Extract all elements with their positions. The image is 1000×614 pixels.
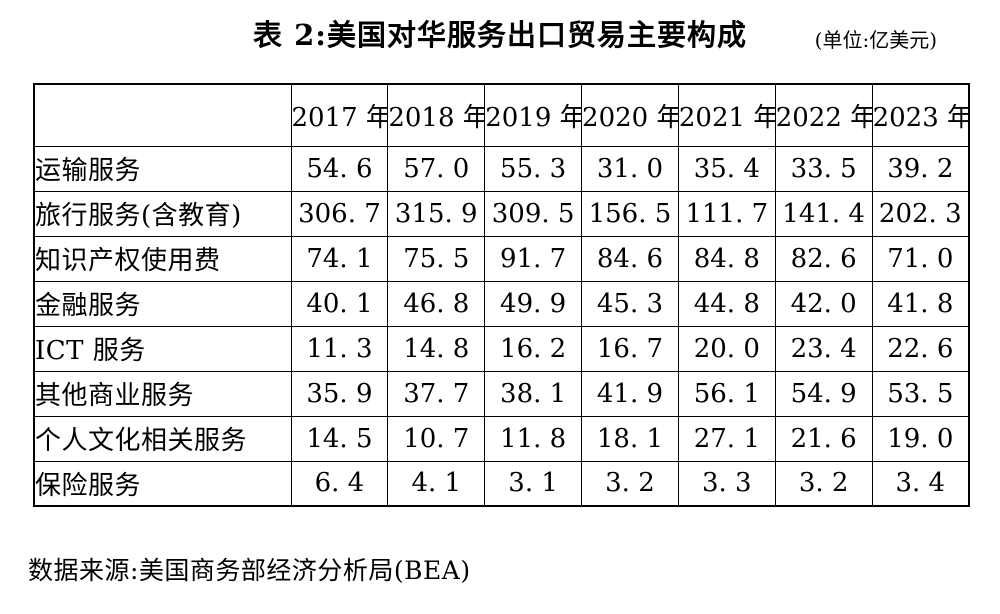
table-row: 运输服务 54. 6 57. 0 55. 3 31. 0 35. 4 33. 5 39. 2 xyxy=(33,145,970,192)
table-row: 金融服务 40. 1 46. 8 49. 9 45. 3 44. 8 42. 0 41. 8 xyxy=(33,280,970,327)
value-cell: 31. 0 xyxy=(581,145,679,192)
value-cell: 37. 7 xyxy=(387,370,486,417)
value-cell: 82. 6 xyxy=(774,235,873,282)
year-column-header: 2020 年 xyxy=(581,83,679,147)
row-label: 旅行服务(含教育) xyxy=(33,190,292,237)
value-cell: 84. 8 xyxy=(677,235,776,282)
row-label: 金融服务 xyxy=(33,280,292,327)
title-block: 表 2:美国对华服务出口贸易主要构成 (单位:亿美元) xyxy=(0,0,1000,83)
value-cell: 57. 0 xyxy=(387,145,486,192)
value-cell: 41. 9 xyxy=(581,370,679,417)
row-label: 保险服务 xyxy=(33,460,292,507)
value-cell: 16. 2 xyxy=(484,325,583,372)
value-cell: 14. 8 xyxy=(387,325,486,372)
value-cell: 54. 6 xyxy=(290,145,389,192)
page-title: 表 2:美国对华服务出口贸易主要构成 xyxy=(253,18,747,52)
row-label: ICT 服务 xyxy=(33,325,292,372)
value-cell: 75. 5 xyxy=(387,235,486,282)
row-label: 知识产权使用费 xyxy=(33,235,292,282)
value-cell: 3. 1 xyxy=(484,460,583,507)
value-cell: 11. 8 xyxy=(484,415,583,462)
value-cell: 3. 2 xyxy=(581,460,679,507)
value-cell: 18. 1 xyxy=(581,415,679,462)
value-cell: 309. 5 xyxy=(484,190,583,237)
value-cell: 315. 9 xyxy=(387,190,486,237)
table-row: ICT 服务 11. 3 14. 8 16. 2 16. 7 20. 0 23. 4 22. … xyxy=(33,325,970,372)
value-cell: 10. 7 xyxy=(387,415,486,462)
value-cell: 306. 7 xyxy=(290,190,389,237)
value-cell: 35. 4 xyxy=(677,145,776,192)
value-cell: 11. 3 xyxy=(290,325,389,372)
value-cell: 40. 1 xyxy=(290,280,389,327)
value-cell: 19. 0 xyxy=(871,415,970,462)
year-column-header: 2018 年 xyxy=(387,83,486,147)
value-cell: 38. 1 xyxy=(484,370,583,417)
value-cell: 3. 2 xyxy=(774,460,873,507)
value-cell: 6. 4 xyxy=(290,460,389,507)
table-container: 2017 年 2018 年 2019 年 2020 年 2021 年 2022 年 2023… xyxy=(33,83,970,507)
value-cell: 84. 6 xyxy=(581,235,679,282)
value-cell: 4. 1 xyxy=(387,460,486,507)
table-row: 其他商业服务 35. 9 37. 7 38. 1 41. 9 56. 1 54. 9 53. … xyxy=(33,370,970,417)
value-cell: 22. 6 xyxy=(871,325,970,372)
value-cell: 27. 1 xyxy=(677,415,776,462)
table-header-row: 2017 年 2018 年 2019 年 2020 年 2021 年 2022 年 2023… xyxy=(33,83,970,147)
trade-data-table: 2017 年 2018 年 2019 年 2020 年 2021 年 2022 年 2023… xyxy=(33,83,970,507)
value-cell: 20. 0 xyxy=(677,325,776,372)
value-cell: 91. 7 xyxy=(484,235,583,282)
row-label: 运输服务 xyxy=(33,145,292,192)
value-cell: 202. 3 xyxy=(871,190,970,237)
value-cell: 3. 3 xyxy=(677,460,776,507)
year-column-header: 2019 年 xyxy=(484,83,583,147)
table-row: 知识产权使用费 74. 1 75. 5 91. 7 84. 6 84. 8 82. 6 71.… xyxy=(33,235,970,282)
source-note: 数据来源:美国商务部经济分析局(BEA) xyxy=(28,556,471,585)
value-cell: 44. 8 xyxy=(677,280,776,327)
value-cell: 3. 4 xyxy=(871,460,970,507)
table-row: 个人文化相关服务 14. 5 10. 7 11. 8 18. 1 27. 1 21. 6 19… xyxy=(33,415,970,462)
value-cell: 54. 9 xyxy=(774,370,873,417)
value-cell: 42. 0 xyxy=(774,280,873,327)
year-column-header: 2021 年 xyxy=(677,83,776,147)
value-cell: 56. 1 xyxy=(677,370,776,417)
value-cell: 45. 3 xyxy=(581,280,679,327)
value-cell: 23. 4 xyxy=(774,325,873,372)
value-cell: 14. 5 xyxy=(290,415,389,462)
value-cell: 141. 4 xyxy=(774,190,873,237)
value-cell: 71. 0 xyxy=(871,235,970,282)
value-cell: 39. 2 xyxy=(871,145,970,192)
value-cell: 49. 9 xyxy=(484,280,583,327)
value-cell: 53. 5 xyxy=(871,370,970,417)
year-column-header: 2022 年 xyxy=(774,83,873,147)
row-label: 其他商业服务 xyxy=(33,370,292,417)
table-row: 保险服务 6. 4 4. 1 3. 1 3. 2 3. 3 3. 2 3. 4 xyxy=(33,460,970,507)
corner-cell xyxy=(33,83,292,147)
value-cell: 35. 9 xyxy=(290,370,389,417)
year-column-header: 2023 年 xyxy=(871,83,970,147)
value-cell: 16. 7 xyxy=(581,325,679,372)
row-label: 个人文化相关服务 xyxy=(33,415,292,462)
year-column-header: 2017 年 xyxy=(290,83,389,147)
value-cell: 111. 7 xyxy=(677,190,776,237)
value-cell: 74. 1 xyxy=(290,235,389,282)
value-cell: 156. 5 xyxy=(581,190,679,237)
value-cell: 46. 8 xyxy=(387,280,486,327)
value-cell: 41. 8 xyxy=(871,280,970,327)
value-cell: 21. 6 xyxy=(774,415,873,462)
value-cell: 55. 3 xyxy=(484,145,583,192)
unit-note: (单位:亿美元) xyxy=(814,28,937,52)
value-cell: 33. 5 xyxy=(774,145,873,192)
